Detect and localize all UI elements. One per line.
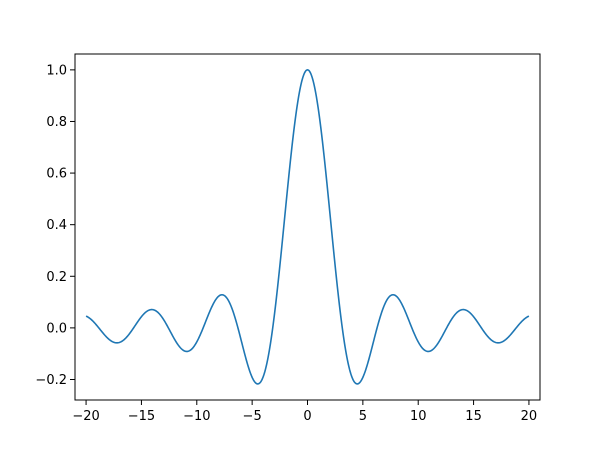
series-line — [85, 69, 530, 385]
x-tick-label: 15 — [465, 409, 482, 424]
y-tick-label: −0.2 — [35, 373, 67, 388]
x-tick-label: −5 — [243, 409, 262, 424]
y-tick-label: 0.2 — [46, 270, 67, 285]
plot-area-frame — [74, 53, 541, 401]
y-tick-label: 0.0 — [46, 321, 67, 336]
y-tick-label: 0.6 — [46, 167, 67, 182]
x-tick-label: −10 — [183, 409, 210, 424]
y-tick-label: 0.8 — [46, 115, 67, 130]
x-tick-label: −15 — [128, 409, 155, 424]
x-tick-label: 10 — [410, 409, 427, 424]
x-tick-label: 0 — [303, 409, 311, 424]
x-tick-label: 20 — [521, 409, 538, 424]
y-axis: −0.2 0.0 0.2 0.4 0.6 0.8 1.0 — [35, 63, 75, 388]
y-tick-label: 1.0 — [46, 63, 67, 78]
y-tick-label: 0.4 — [46, 218, 67, 233]
x-tick-label: 5 — [359, 409, 367, 424]
x-axis: −20 −15 −10 −5 0 5 10 15 20 — [72, 400, 537, 424]
x-tick-label: −20 — [72, 409, 99, 424]
